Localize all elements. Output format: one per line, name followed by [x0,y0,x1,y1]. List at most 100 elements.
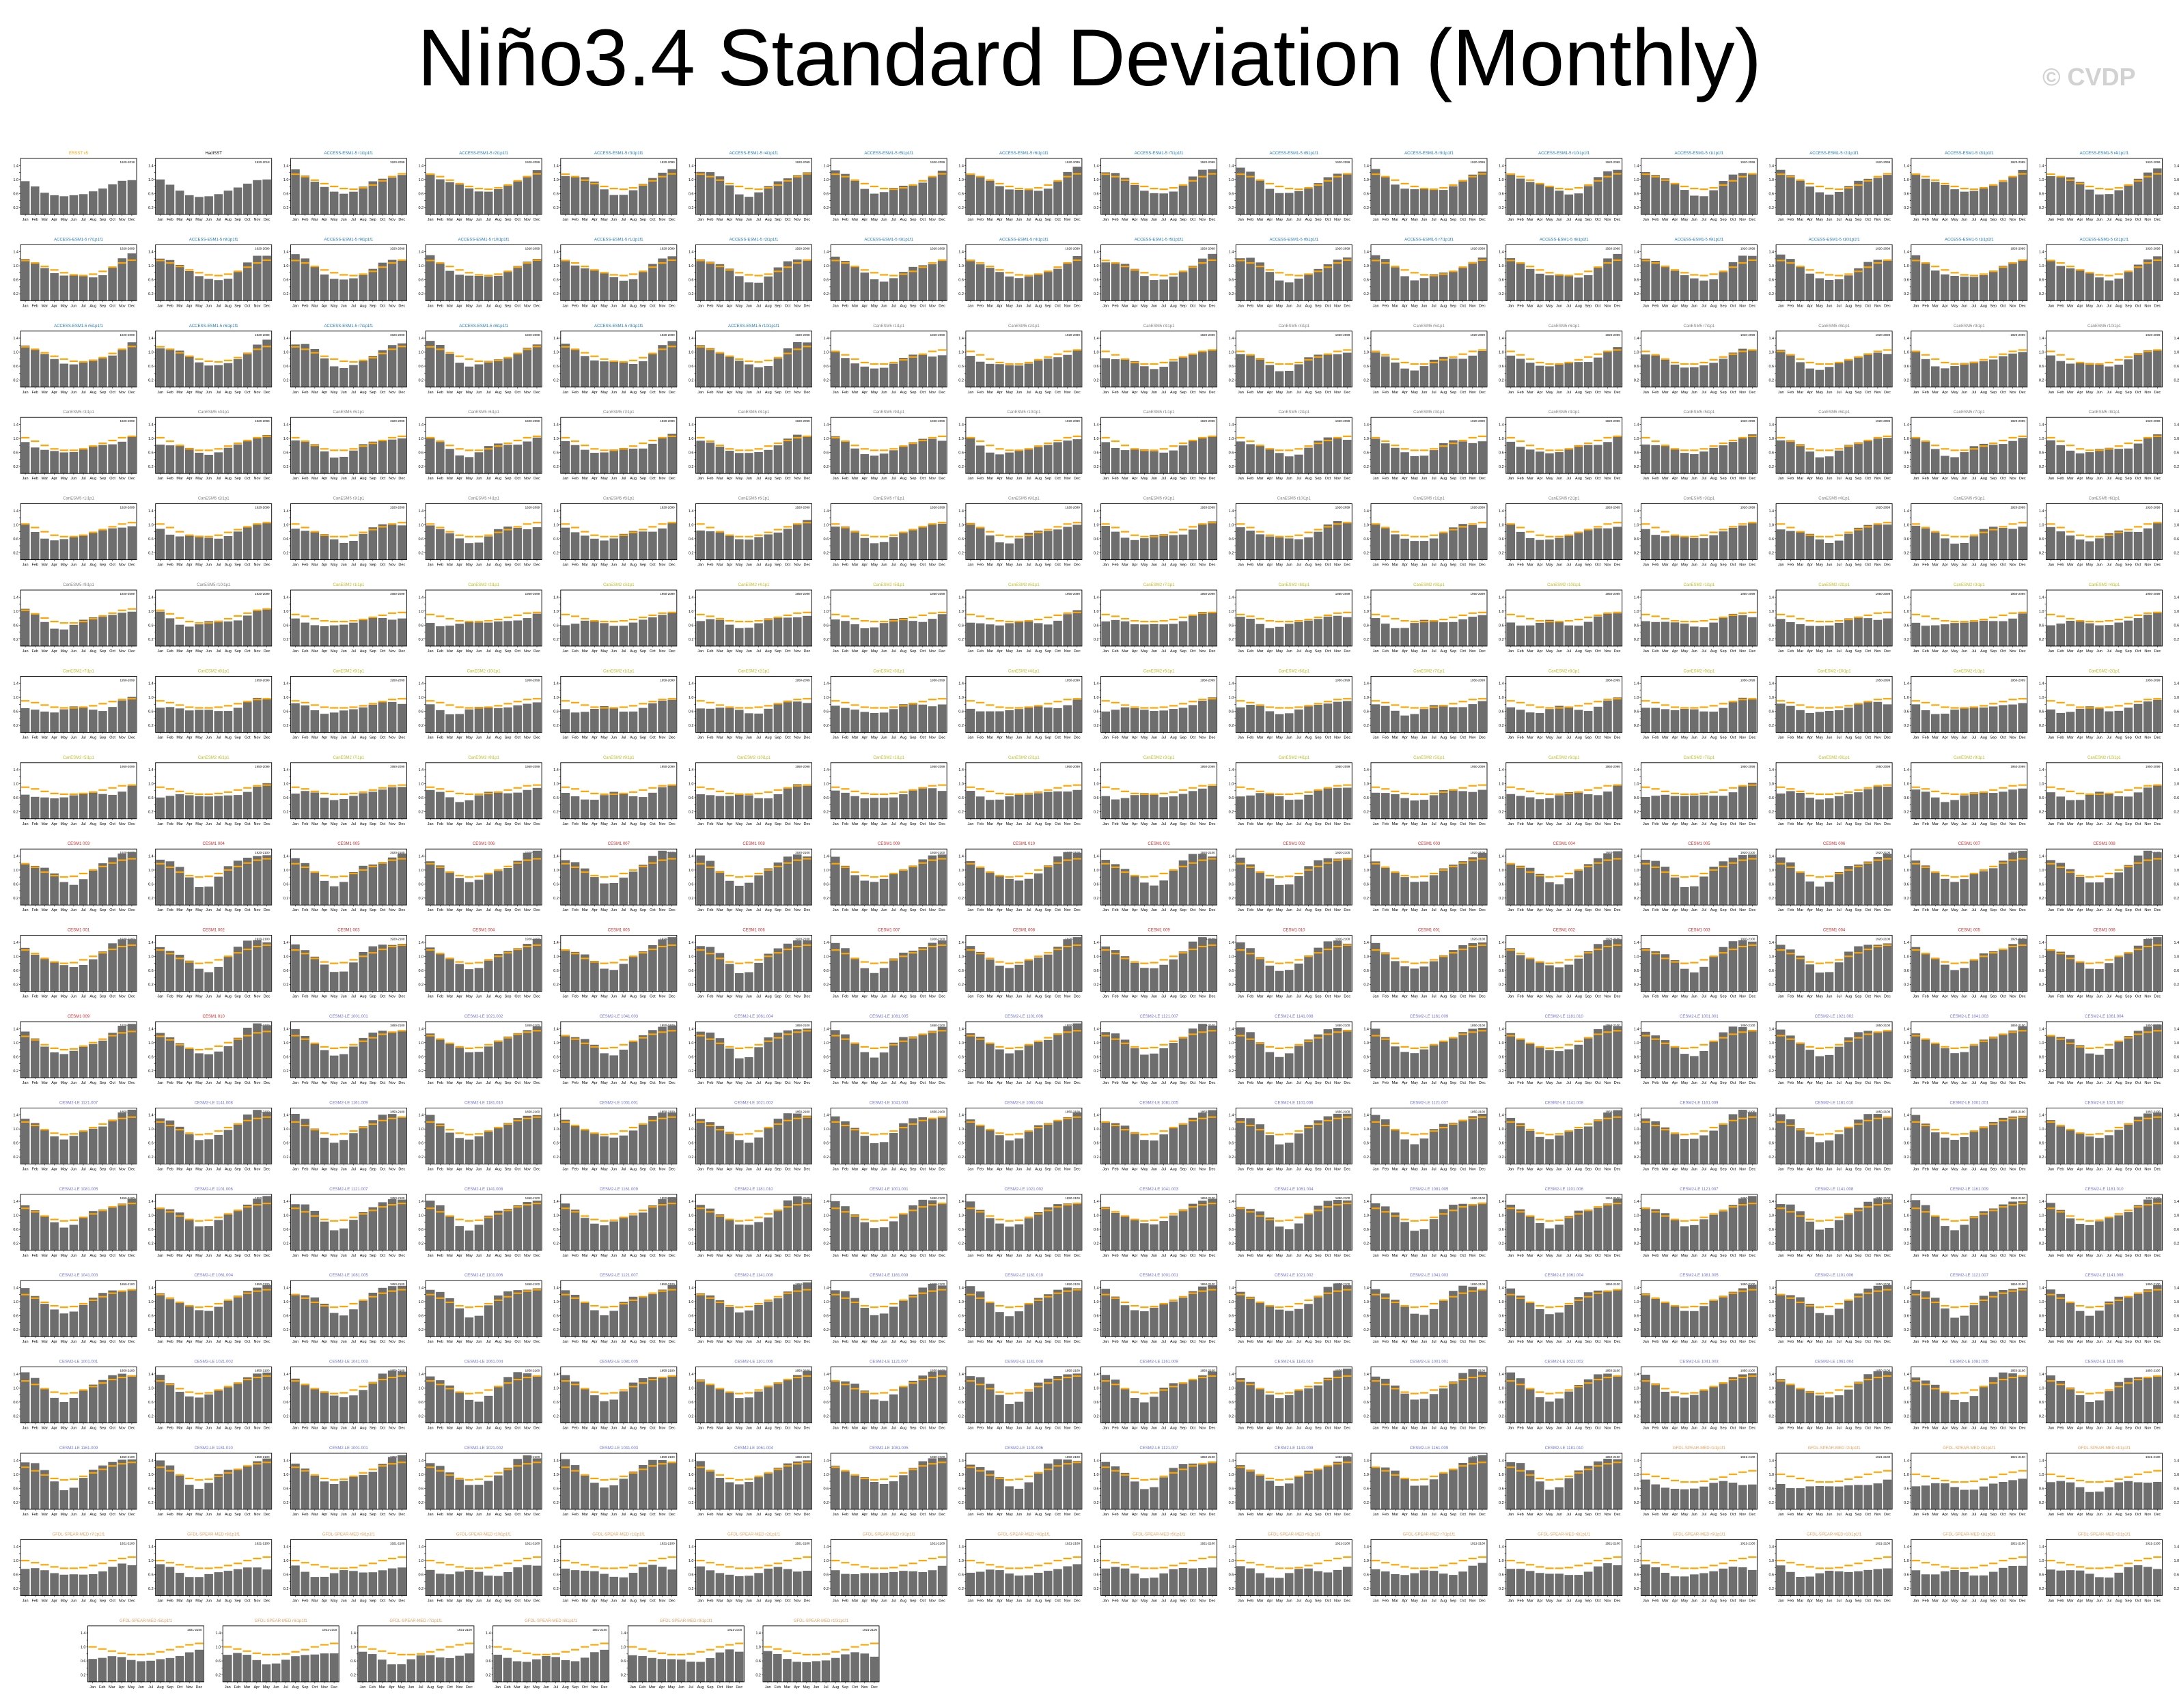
x-tick-label: Aug [495,304,501,308]
x-tick-label: Sep [100,477,107,481]
bar-oct [1594,358,1602,387]
bar-sep [1179,272,1188,300]
x-tick-label: Dec [1479,218,1486,222]
bar-aug [629,531,638,559]
x-tick-label: Jul [81,391,86,395]
bar-jan [2046,260,2055,300]
panel-title: CanESM5 r3i1p1 [1413,410,1445,415]
bar-oct [1729,352,1738,387]
bar-may [1005,277,1014,301]
bar-jul [1025,277,1033,301]
bar-mar [1931,182,1940,214]
y-tick-label: 0.6 [1634,365,1639,369]
bar-jun [609,538,618,559]
x-tick-label: Dec [669,563,676,568]
bar-jun [475,191,484,214]
panel-title: CanESM5 r8i1p1 [738,410,770,415]
bar-feb [1651,261,1660,300]
x-tick-label: Dec [1074,218,1081,222]
x-tick-label: Oct [1595,477,1601,481]
y-tick-label: 0.6 [1634,451,1639,455]
x-tick-label: May [736,218,743,222]
x-tick-label: Nov [524,218,531,222]
chart-panel: ACCESS-ESM1-5 r3i1p1f11920-20990.20.61.0… [553,152,677,222]
y-tick-label: 1.4 [553,164,559,168]
bar-apr [1941,275,1949,301]
y-tick-label: 1.0 [1634,264,1639,268]
x-tick-label: May [2086,304,2094,308]
bar-jan [1372,169,1380,214]
y-tick-label: 1.4 [553,251,559,255]
x-tick-label: Nov [1334,218,1341,222]
x-tick-label: Mar [1122,304,1128,308]
x-tick-label: Oct [650,477,656,481]
x-tick-label: Jul [1971,391,1976,395]
bar-jul [1970,446,1979,473]
y-tick-label: 0.2 [2174,206,2179,210]
bar-sep [98,358,107,387]
x-tick-label: Oct [920,304,926,308]
bar-jul [1159,453,1168,473]
bar-sep [1854,181,1863,214]
x-tick-label: Jun [2096,391,2102,395]
x-tick-label: Feb [977,304,983,308]
bar-sep [234,531,242,559]
x-tick-label: Jun [1151,304,1157,308]
x-tick-label: Feb [437,218,443,222]
bar-jun [880,453,889,473]
bar-jul [1430,190,1439,214]
bar-feb [1246,171,1255,214]
x-tick-label: Jan [23,563,29,568]
bar-aug [359,444,367,473]
x-tick-label: Jun [476,304,482,308]
x-tick-label: Jul [1702,477,1706,481]
bar-nov [793,435,802,474]
x-tick-label: Apr [186,218,193,222]
x-tick-label: May [1005,391,1013,395]
bar-nov [1874,260,1883,300]
x-tick-label: Dec [1884,304,1891,308]
x-tick-label: Feb [707,218,713,222]
x-tick-label: Jun [1827,304,1833,308]
bar-feb [1921,179,1930,214]
bar-nov [2143,350,2152,387]
x-tick-label: Dec [1209,304,1216,308]
x-tick-label: Jun [881,391,887,395]
x-tick-label: May [195,477,203,481]
bar-nov [793,176,802,214]
x-tick-label: Sep [234,391,241,395]
bar-sep [369,356,378,387]
y-tick-label: 0.6 [689,279,694,283]
x-tick-label: Apr [1132,218,1138,222]
bar-oct [243,352,252,387]
x-tick-label: Sep [1855,218,1862,222]
bar-oct [513,528,522,560]
bar-dec [1748,350,1757,387]
x-tick-label: May [1141,477,1148,481]
x-tick-label: Jan [23,391,29,395]
y-tick-label: 0.2 [1363,379,1369,383]
y-tick-label: 1.4 [824,337,829,341]
y-tick-label: 0.2 [1768,465,1774,469]
x-tick-label: Jan [2048,477,2054,481]
bar-feb [1516,178,1525,214]
x-tick-label: Nov [1874,477,1881,481]
y-tick-label: 1.4 [2174,337,2179,341]
x-tick-label: Oct [650,563,656,568]
x-tick-label: Oct [514,304,521,308]
bar-jun [1960,277,1969,300]
y-tick-label: 1.4 [148,423,154,427]
y-tick-label: 1.4 [553,337,559,341]
x-tick-label: Jun [1961,477,1967,481]
y-tick-label: 0.2 [1363,206,1369,210]
bar-aug [1709,279,1718,300]
panel-years: 1920-2099 [2146,419,2161,423]
panel-years: 1920-2099 [795,333,810,337]
y-tick-label: 0.2 [418,465,424,469]
bar-may [1950,276,1959,300]
x-tick-label: Jun [1016,477,1022,481]
x-tick-label: Aug [1170,477,1177,481]
bar-jun [339,279,348,300]
bar-nov [1198,259,1207,301]
